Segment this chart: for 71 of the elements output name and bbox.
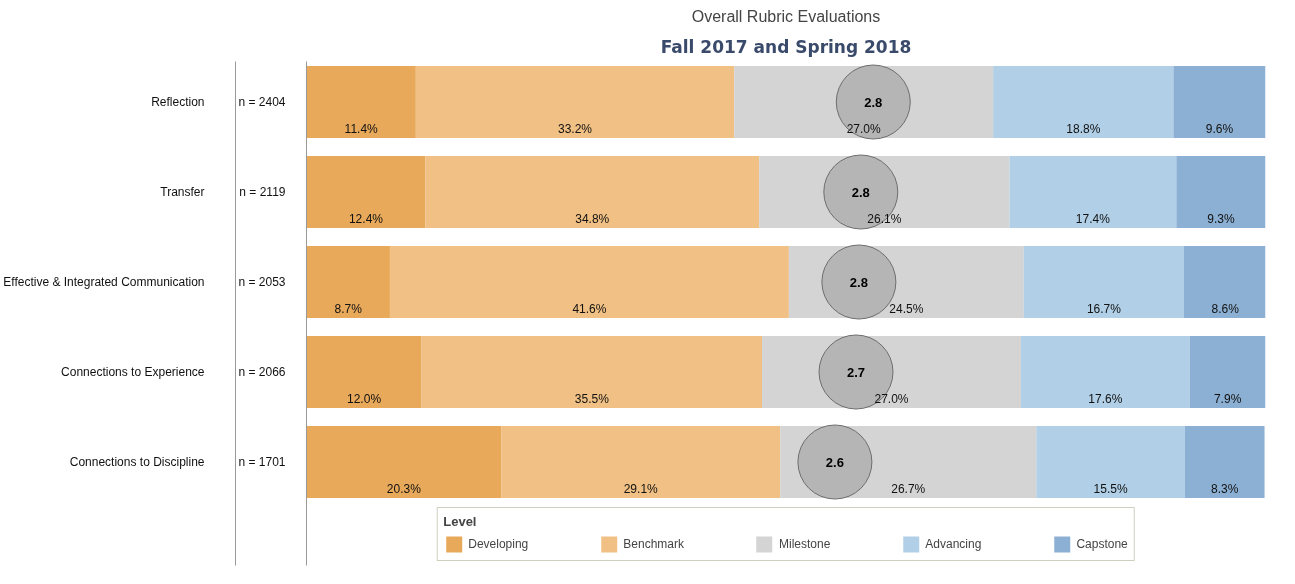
data-label: 17.6% bbox=[1088, 392, 1123, 407]
bar bbox=[1184, 426, 1265, 498]
legend-label: Milestone bbox=[778, 537, 831, 551]
legend-label: Capstone bbox=[1076, 537, 1128, 551]
data-label: 9.3% bbox=[1207, 212, 1235, 227]
bar bbox=[501, 426, 781, 498]
bar bbox=[421, 336, 763, 408]
bar bbox=[306, 426, 502, 498]
bar bbox=[1020, 336, 1190, 408]
data-label: 11.4% bbox=[344, 122, 379, 137]
bar bbox=[425, 156, 760, 228]
data-label: 17.4% bbox=[1075, 212, 1111, 227]
y-tick-label: Transfer bbox=[160, 185, 205, 199]
chart-subtitle: Fall 2017 and Spring 2018 bbox=[660, 36, 912, 57]
data-label: 18.8% bbox=[1066, 122, 1101, 137]
data-label: 20.3% bbox=[386, 482, 422, 497]
data-label: 35.5% bbox=[574, 392, 610, 407]
annotation: 2.6 bbox=[825, 454, 844, 470]
data-label: 7.9% bbox=[1213, 392, 1242, 407]
legend-label: Developing bbox=[468, 537, 529, 551]
chart-title: Overall Rubric Evaluations bbox=[691, 7, 881, 25]
y-tick-label: Connections to Experience bbox=[61, 365, 205, 379]
data-label: 8.3% bbox=[1211, 482, 1239, 497]
data-label: 9.6% bbox=[1205, 122, 1234, 137]
annotation: 2.8 bbox=[849, 274, 868, 290]
y-tick-label: Connections to Discipline bbox=[69, 455, 205, 469]
bar bbox=[1173, 66, 1266, 138]
bar bbox=[415, 66, 735, 138]
data-label: 16.7% bbox=[1086, 302, 1122, 317]
annotation: 2.8 bbox=[864, 94, 883, 110]
bar bbox=[1036, 426, 1185, 498]
data-label: 26.1% bbox=[867, 212, 902, 227]
y-tick-label: Reflection bbox=[151, 95, 205, 109]
data-label: 12.0% bbox=[347, 392, 382, 407]
bar bbox=[1183, 246, 1266, 318]
text: n = 2066 bbox=[238, 365, 286, 379]
bar bbox=[993, 66, 1174, 138]
point bbox=[797, 424, 873, 500]
bar bbox=[1023, 246, 1184, 318]
data-label: 27.0% bbox=[874, 392, 909, 407]
data-label: 34.8% bbox=[575, 212, 610, 227]
text: n = 1701 bbox=[238, 455, 286, 469]
bar bbox=[306, 66, 416, 138]
bar bbox=[1176, 156, 1266, 228]
data-label: 12.4% bbox=[348, 212, 384, 227]
data-label: 15.5% bbox=[1093, 482, 1128, 497]
point bbox=[823, 154, 899, 230]
data-label: 8.6% bbox=[1211, 302, 1240, 317]
legend-label: Benchmark bbox=[623, 537, 684, 551]
legend-label: Advancing bbox=[925, 537, 982, 551]
bar bbox=[306, 246, 390, 318]
text: n = 2119 bbox=[239, 185, 286, 199]
data-label: 33.2% bbox=[558, 122, 593, 137]
bar bbox=[1009, 156, 1177, 228]
data-label: 24.5% bbox=[889, 302, 924, 317]
data-label: 41.6% bbox=[572, 302, 607, 317]
data-label: 29.1% bbox=[623, 482, 659, 497]
data-label: 26.7% bbox=[891, 482, 926, 497]
point bbox=[835, 64, 911, 140]
legend-title: Level bbox=[443, 514, 478, 529]
y-tick-label: Effective & Integrated Communication bbox=[3, 275, 205, 289]
bar bbox=[306, 156, 426, 228]
text: n = 2053 bbox=[238, 275, 286, 289]
bar bbox=[1189, 336, 1266, 408]
text: n = 2404 bbox=[238, 95, 286, 109]
annotation: 2.7 bbox=[846, 364, 866, 380]
data-label: 27.0% bbox=[846, 122, 882, 137]
annotation: 2.8 bbox=[851, 184, 870, 200]
data-label: 8.7% bbox=[334, 302, 363, 317]
bar bbox=[389, 246, 789, 318]
bar bbox=[306, 336, 422, 408]
